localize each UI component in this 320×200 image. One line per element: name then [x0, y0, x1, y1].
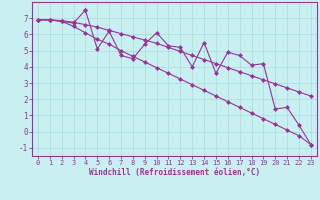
X-axis label: Windchill (Refroidissement éolien,°C): Windchill (Refroidissement éolien,°C)	[89, 168, 260, 177]
